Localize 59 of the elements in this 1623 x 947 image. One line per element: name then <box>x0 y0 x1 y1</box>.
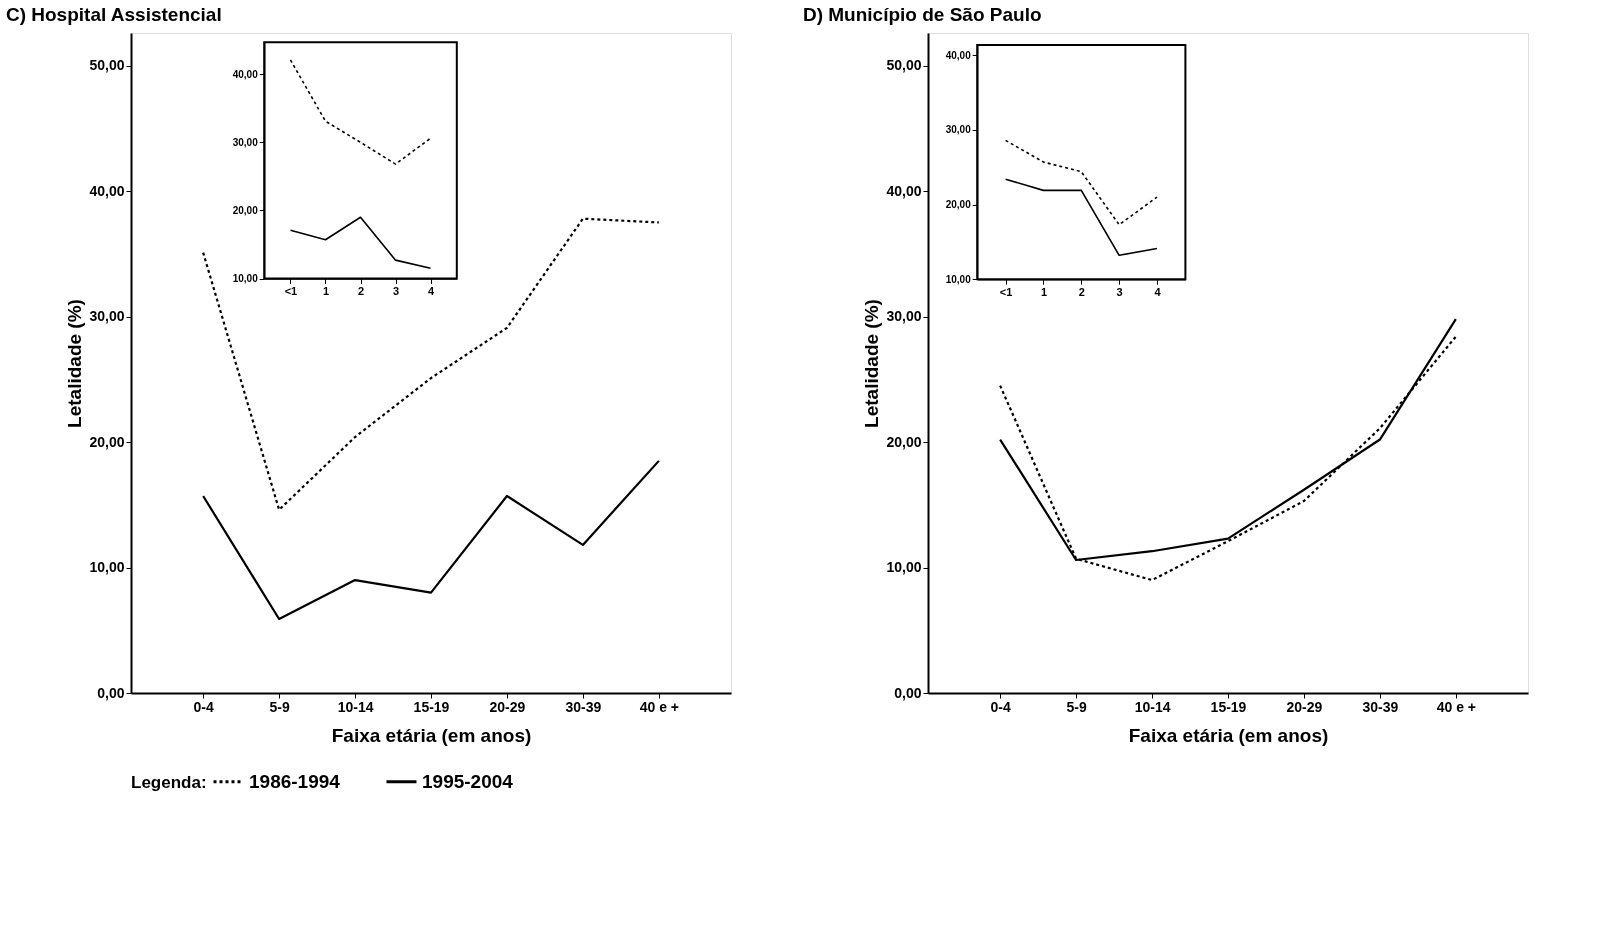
y-tick-label: 0,00 <box>97 684 125 701</box>
y-tick-label: 10,00 <box>886 559 922 576</box>
y-tick-label: 40,00 <box>89 182 125 199</box>
x-tick-label: 20-29 <box>489 698 526 715</box>
x-tick-label: <1 <box>999 285 1013 298</box>
x-tick-label: 30-39 <box>565 698 602 715</box>
x-tick-label: 0-4 <box>193 698 214 715</box>
x-tick-label: 20-29 <box>1286 698 1323 715</box>
legend-label: 1986-1994 <box>249 770 341 792</box>
y-tick-label: 30,00 <box>886 308 922 325</box>
y-tick-label: 30,00 <box>232 136 259 148</box>
x-tick-label: 15-19 <box>413 698 450 715</box>
line-series <box>1004 139 1158 226</box>
y-tick-label: 40,00 <box>945 49 972 61</box>
x-tick-label: 10-14 <box>337 698 374 715</box>
y-tick-label: 30,00 <box>945 124 972 136</box>
line-series <box>202 459 660 621</box>
x-tick-label: 1 <box>322 285 330 298</box>
y-tick-label: 20,00 <box>89 433 125 450</box>
y-tick-label: 50,00 <box>89 57 125 74</box>
x-tick-label: 30-39 <box>1362 698 1399 715</box>
x-axis-title: Faixa etária (em anos) <box>1128 724 1329 746</box>
line-series <box>289 216 432 270</box>
chart-title: D) Município de São Paulo <box>802 4 1042 25</box>
x-tick-label: 5-9 <box>1066 698 1087 715</box>
y-tick-label: 40,00 <box>232 68 259 80</box>
y-axis-title: Letalidade (%) <box>64 299 86 428</box>
x-tick-label: <1 <box>284 285 298 298</box>
x-tick-label: 1 <box>1040 285 1048 298</box>
y-tick-label: 10,00 <box>89 559 125 576</box>
x-tick-label: 5-9 <box>269 698 290 715</box>
y-tick-label: 20,00 <box>232 204 259 216</box>
legend-label: 1995-2004 <box>422 770 514 792</box>
x-tick-label: 2 <box>1078 285 1085 298</box>
x-tick-label: 40 e + <box>1436 698 1477 715</box>
x-tick-label: 4 <box>1154 285 1162 298</box>
x-tick-label: 15-19 <box>1210 698 1247 715</box>
y-tick-label: 50,00 <box>886 57 922 74</box>
x-axis-title: Faixa etária (em anos) <box>331 724 532 746</box>
x-tick-label: 4 <box>427 285 435 298</box>
line-series <box>1004 178 1158 257</box>
y-tick-label: 40,00 <box>886 182 922 199</box>
y-tick-label: 20,00 <box>886 433 922 450</box>
y-tick-label: 30,00 <box>89 308 125 325</box>
x-tick-label: 0-4 <box>990 698 1011 715</box>
y-tick-label: 20,00 <box>945 199 972 211</box>
y-axis-title: Letalidade (%) <box>861 299 883 428</box>
chart-title: C) Hospital Assistencial <box>5 4 222 25</box>
line-series <box>202 217 660 511</box>
x-tick-label: 3 <box>392 285 400 298</box>
y-tick-label: 10,00 <box>945 273 972 285</box>
x-tick-label: 2 <box>357 285 365 298</box>
x-tick-label: 40 e + <box>639 698 680 715</box>
x-tick-label: 3 <box>1116 285 1123 298</box>
line-series <box>289 59 432 165</box>
y-tick-label: 10,00 <box>232 273 259 285</box>
y-tick-label: 0,00 <box>894 684 922 701</box>
legend-title: Legenda: <box>131 773 207 792</box>
x-tick-label: 10-14 <box>1134 698 1171 715</box>
